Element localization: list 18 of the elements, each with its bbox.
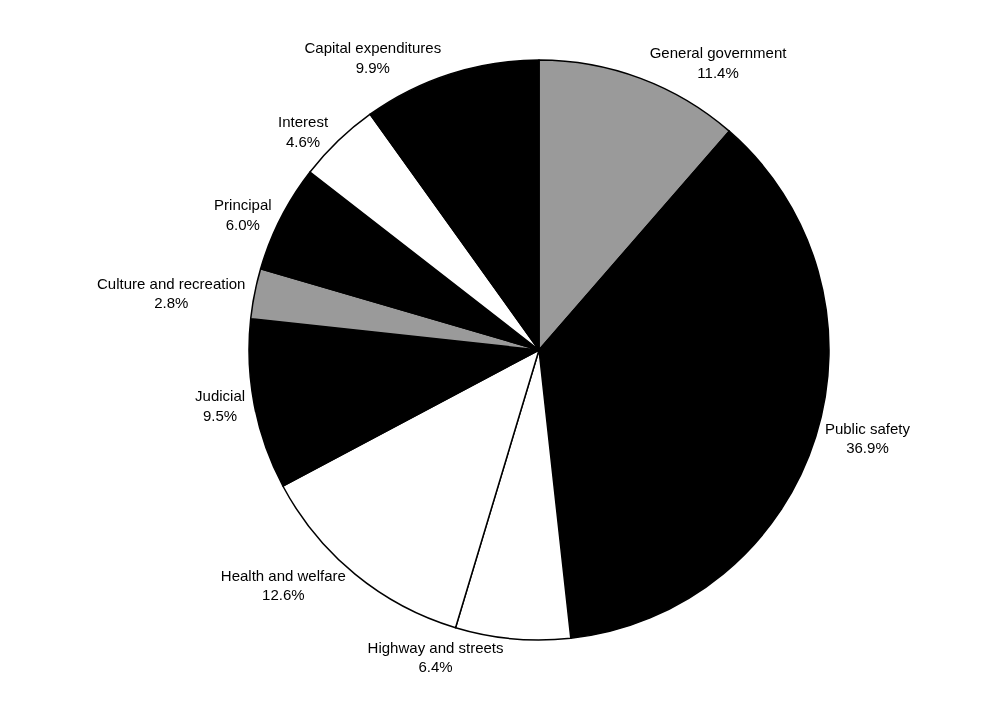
data-label: 6.4%	[418, 658, 453, 676]
slice-label: Health and welfare	[220, 566, 346, 584]
data-label: 4.6%	[285, 132, 321, 150]
data-label: 12.6%	[262, 586, 305, 604]
data-label: 36.9%	[846, 439, 889, 457]
slice-label: Highway and streets	[367, 638, 504, 656]
data-label: 11.4%	[697, 63, 739, 81]
data-label: 9.5%	[202, 406, 238, 424]
slice-label: General government	[649, 44, 788, 62]
slice-label: Principal	[214, 196, 272, 214]
slice-label: Judicial	[195, 387, 246, 405]
data-label: 9.9%	[355, 58, 390, 76]
slice-label: Culture and recreation	[97, 274, 246, 292]
slice-label: Capital expenditures	[304, 39, 442, 57]
data-label: 6.0%	[225, 215, 260, 233]
slice-label: Interest	[278, 113, 329, 131]
slice-label: Public safety	[824, 419, 911, 437]
data-label: 2.8%	[154, 294, 189, 312]
